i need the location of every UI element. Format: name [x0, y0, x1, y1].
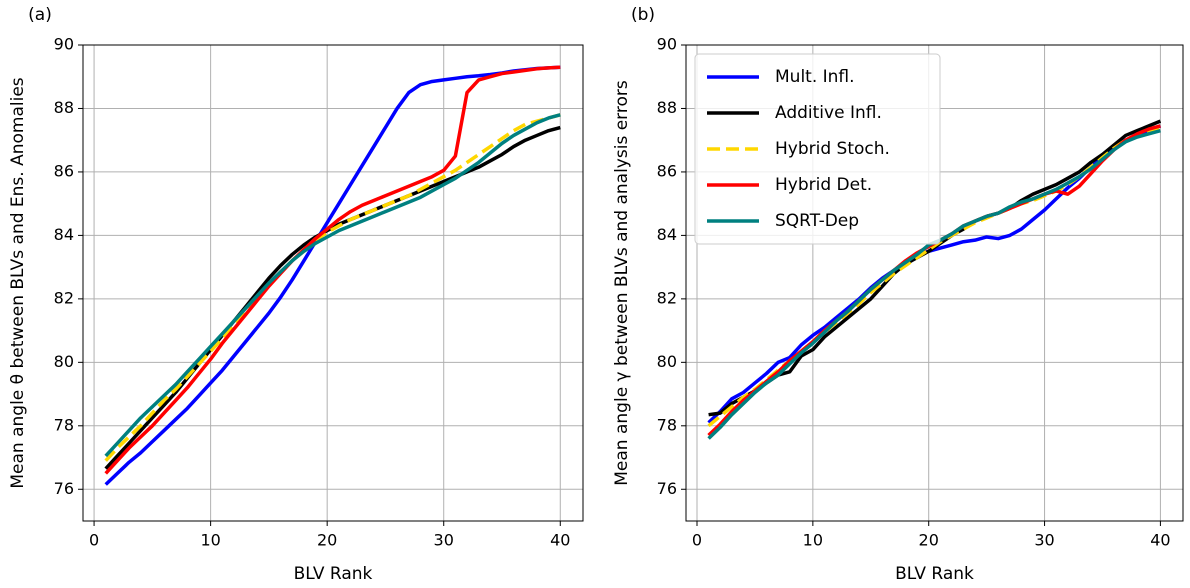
y-tick-label: 88 [54, 98, 74, 117]
x-tick-label: 40 [1150, 531, 1170, 550]
y-tick-label: 86 [54, 161, 74, 180]
y-tick-label: 78 [54, 415, 74, 434]
axes-frame [82, 44, 584, 522]
y-tick-label: 82 [54, 288, 74, 307]
y-tick-label: 78 [657, 415, 677, 434]
x-tick-label: 30 [434, 531, 454, 550]
y-tick-label: 90 [657, 35, 677, 54]
x-tick-label: 0 [692, 531, 702, 550]
x-tick-label: 0 [89, 531, 99, 550]
y-tick-label: 82 [657, 288, 677, 307]
x-tick-label: 10 [803, 531, 823, 550]
panel-title: (a) [28, 5, 52, 25]
series-line [104, 113, 561, 458]
series-line [104, 65, 561, 486]
legend-label: Hybrid Det. [775, 175, 872, 195]
legend-frame [694, 53, 941, 245]
panel-title: (b) [631, 5, 655, 25]
series-line [104, 125, 561, 470]
y-tick-label: 76 [657, 479, 677, 498]
x-tick-label: 30 [1034, 531, 1054, 550]
legend-label: Additive Infl. [775, 103, 882, 123]
series-line [104, 113, 561, 462]
y-axis-label: Mean angle θ between BLVs and Ens. Anoma… [8, 77, 28, 488]
axes-frame [685, 44, 1184, 522]
y-tick-label: 90 [54, 35, 74, 54]
y-tick-label: 86 [657, 161, 677, 180]
y-tick-label: 80 [54, 352, 74, 371]
x-tick-label: 40 [550, 531, 570, 550]
y-tick-label: 76 [54, 479, 74, 498]
series-line [104, 65, 561, 475]
y-tick-label: 80 [657, 352, 677, 371]
legend-label: Mult. Infl. [775, 67, 855, 87]
y-tick-label: 88 [657, 98, 677, 117]
x-axis-label: BLV Rank [294, 564, 373, 584]
x-axis-label: BLV Rank [895, 564, 974, 584]
legend-label: SQRT-Dep [775, 211, 859, 231]
legend-label: Hybrid Stoch. [775, 139, 890, 159]
x-tick-label: 20 [919, 531, 939, 550]
x-tick-label: 10 [200, 531, 220, 550]
y-axis-label: Mean angle γ between BLVs and analysis e… [612, 80, 632, 486]
x-tick-label: 20 [317, 531, 337, 550]
y-tick-label: 84 [54, 225, 74, 244]
y-tick-label: 84 [657, 225, 677, 244]
